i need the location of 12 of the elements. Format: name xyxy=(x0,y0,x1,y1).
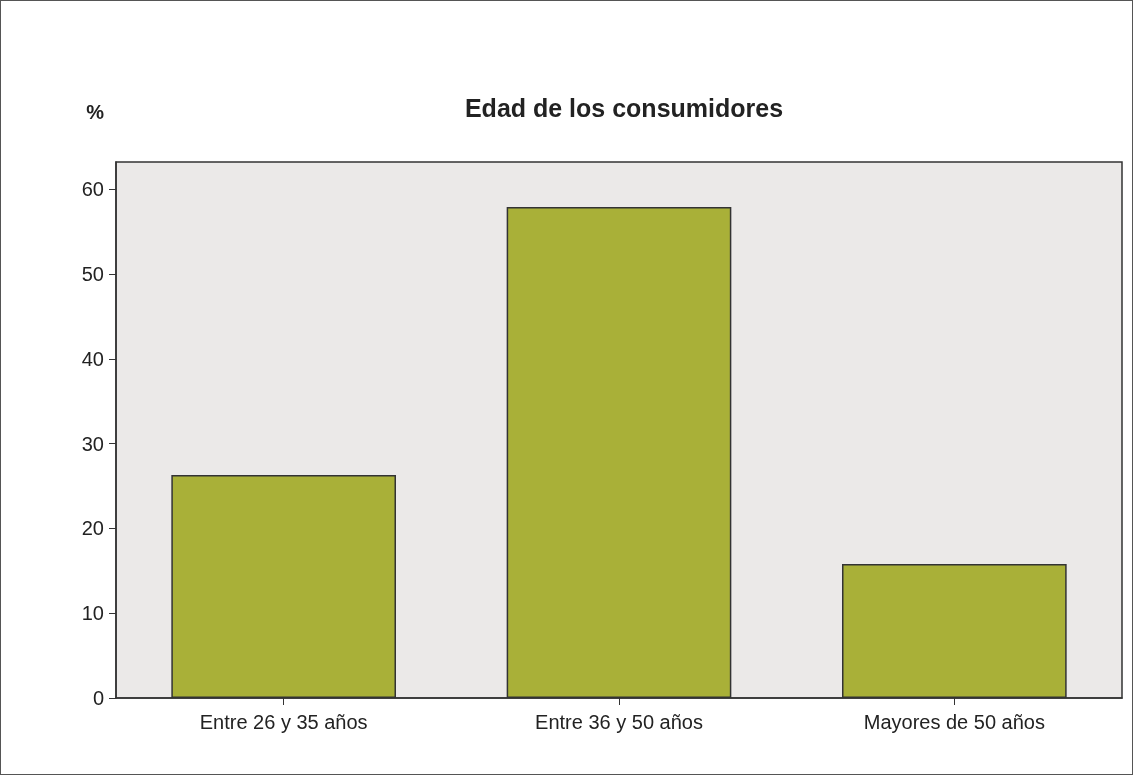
x-tick-label: Entre 26 y 35 años xyxy=(199,711,368,733)
y-tick-label: 50 xyxy=(81,262,104,285)
x-tick-label: Entre 36 y 50 años xyxy=(535,711,703,733)
y-tick-label: 40 xyxy=(81,347,104,370)
y-tick-label: 0 xyxy=(92,687,104,709)
y-tick-label: 20 xyxy=(81,517,104,540)
y-tick-label: 30 xyxy=(81,432,104,455)
x-tick-label: Mayores de 50 años xyxy=(863,711,1045,733)
y-tick-label: 10 xyxy=(81,602,104,625)
chart-title: Edad de los consumidores xyxy=(464,93,784,122)
y-tick-label: 60 xyxy=(81,178,104,201)
y-axis-title: % xyxy=(86,101,105,123)
